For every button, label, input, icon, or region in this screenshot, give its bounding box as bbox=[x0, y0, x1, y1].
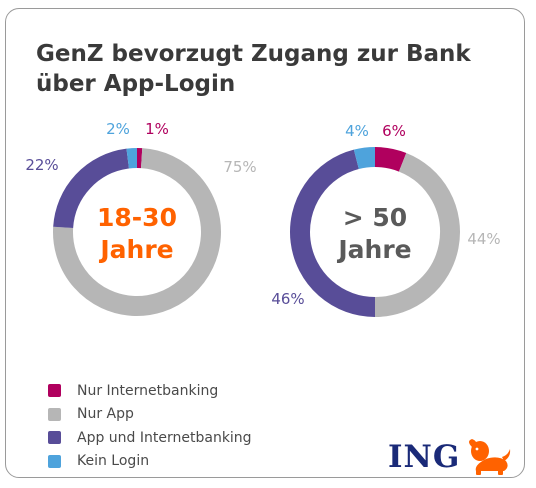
legend-label: Nur App bbox=[77, 406, 134, 423]
legend-swatch bbox=[48, 407, 61, 421]
donut-slice bbox=[126, 148, 138, 169]
legend-swatch bbox=[48, 454, 61, 468]
slice-label: 22% bbox=[25, 156, 58, 174]
donut-slice bbox=[53, 148, 130, 229]
legend-item-nur-app: Nur App bbox=[48, 403, 252, 427]
slice-label: 46% bbox=[271, 290, 304, 308]
slice-label: 6% bbox=[382, 122, 406, 140]
legend-label: App und Internetbanking bbox=[77, 429, 252, 446]
legend-item-kein-login: Kein Login bbox=[48, 450, 252, 474]
ing-logo: ING bbox=[388, 437, 512, 477]
legend-swatch bbox=[48, 431, 61, 445]
legend-label: Nur Internetbanking bbox=[77, 382, 219, 399]
donut-slice bbox=[374, 147, 407, 172]
donut-center-label: Jahre bbox=[98, 235, 173, 264]
donut-slice bbox=[353, 147, 376, 170]
donut-center-label: 18-30 bbox=[97, 203, 177, 232]
chart-title: GenZ bevorzugt Zugang zur Bank über App-… bbox=[36, 41, 471, 97]
donut-slice bbox=[53, 148, 221, 316]
legend: Nur Internetbanking Nur App App und Inte… bbox=[48, 379, 252, 473]
donut-center-label: > 50 bbox=[343, 203, 407, 232]
donut-center-label: Jahre bbox=[336, 235, 411, 264]
slice-label: 44% bbox=[467, 230, 500, 248]
legend-label: Kein Login bbox=[77, 453, 150, 470]
legend-item-app-und-internetbanking: App und Internetbanking bbox=[48, 426, 252, 450]
legend-swatch bbox=[48, 384, 61, 398]
donut-slice bbox=[374, 152, 460, 317]
lion-icon bbox=[469, 439, 511, 475]
brand-wordmark: ING bbox=[388, 439, 461, 475]
slice-label: 75% bbox=[223, 158, 256, 176]
chart-card: GenZ bevorzugt Zugang zur Bank über App-… bbox=[5, 8, 525, 478]
legend-item-nur-internetbanking: Nur Internetbanking bbox=[48, 379, 252, 403]
slice-label: 2% bbox=[106, 120, 130, 138]
slice-label: 4% bbox=[345, 122, 369, 140]
slice-label: 1% bbox=[145, 120, 169, 138]
donut-slice bbox=[290, 149, 376, 317]
